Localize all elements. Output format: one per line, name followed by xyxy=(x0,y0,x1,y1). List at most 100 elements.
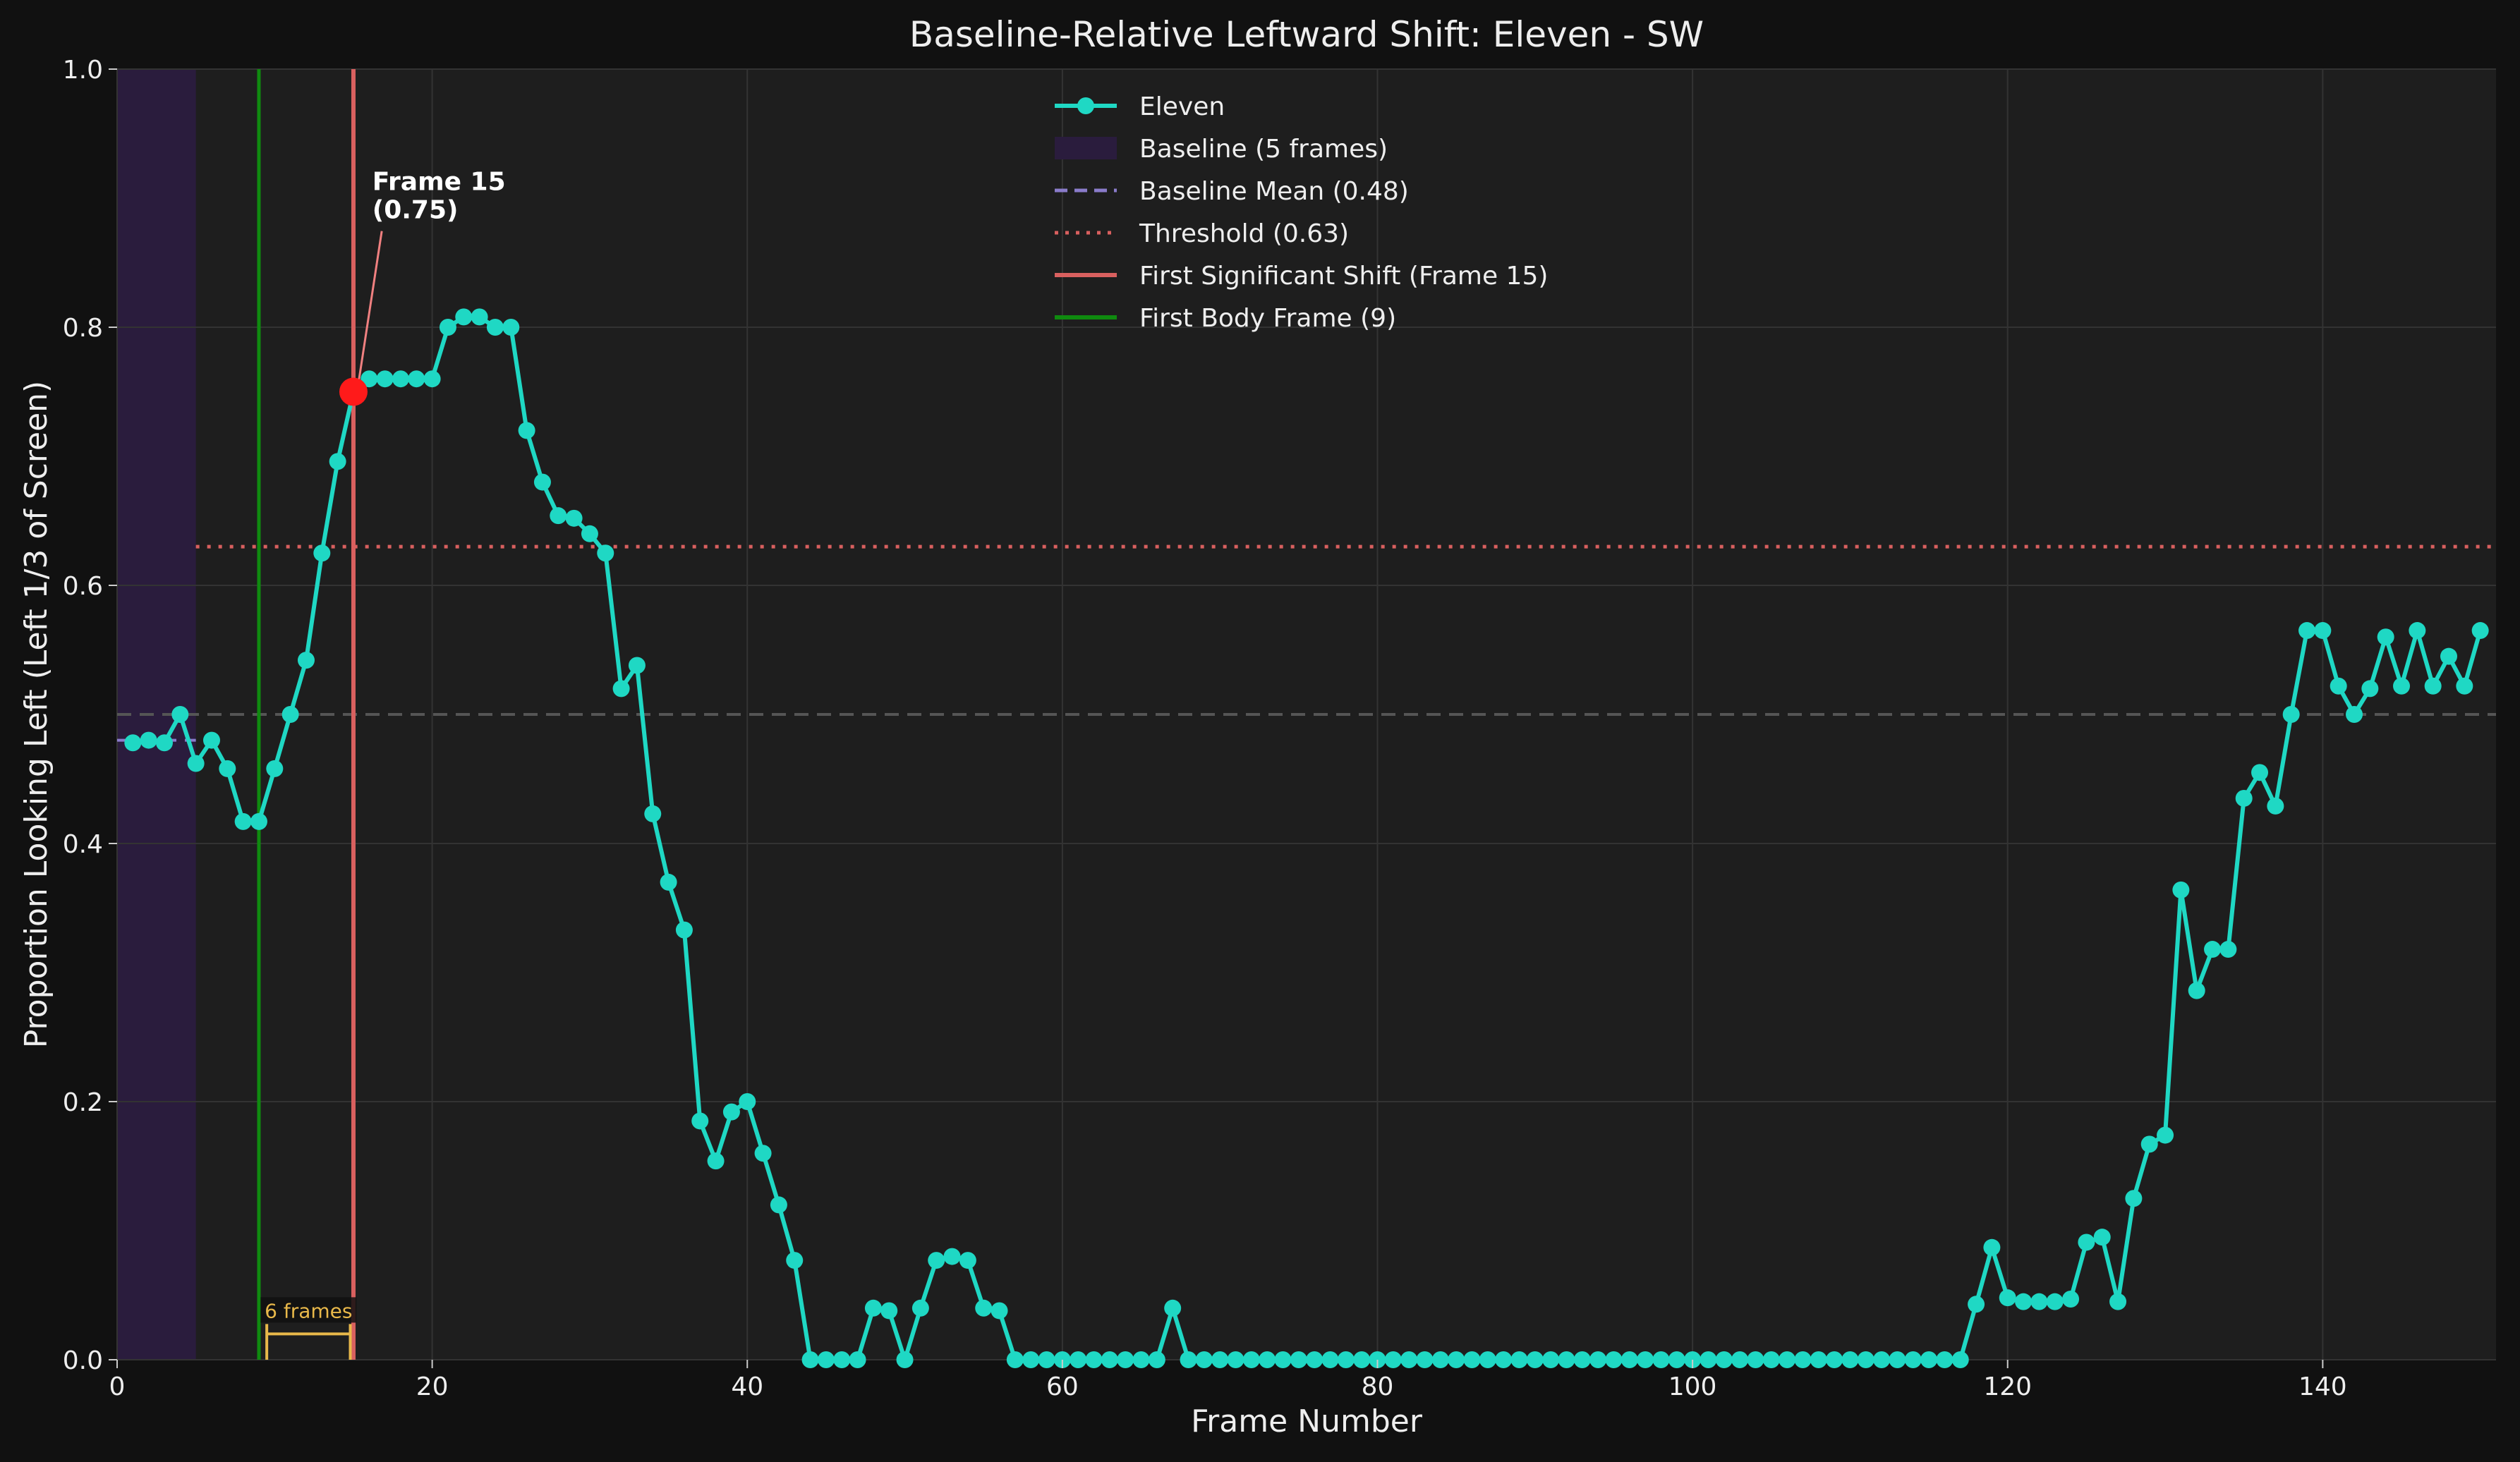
data-point xyxy=(155,734,173,752)
data-point xyxy=(533,473,551,491)
data-point xyxy=(1668,1351,1685,1368)
data-point xyxy=(1573,1351,1591,1368)
y-tick-label: 0.6 xyxy=(63,572,103,601)
data-point xyxy=(2062,1290,2080,1308)
data-point xyxy=(660,873,677,891)
data-point xyxy=(722,1103,740,1121)
data-point xyxy=(770,1196,787,1214)
legend: Eleven Baseline (5 frames) Baseline Mean (… xyxy=(1055,92,1548,333)
data-point xyxy=(2140,1135,2158,1153)
data-point xyxy=(140,731,157,749)
data-point xyxy=(1337,1351,1355,1368)
y-axis-label: Proportion Looking Left (Left 1/3 of Scr… xyxy=(18,381,54,1048)
data-point xyxy=(739,1093,756,1110)
data-point xyxy=(1070,1351,1087,1368)
data-point xyxy=(250,812,267,830)
data-point xyxy=(2361,680,2379,698)
data-point xyxy=(2471,622,2489,640)
data-point xyxy=(943,1248,961,1265)
x-tick-label: 40 xyxy=(731,1372,763,1401)
data-point xyxy=(1747,1351,1764,1368)
data-point xyxy=(2188,982,2205,999)
data-point xyxy=(2346,706,2363,723)
data-point xyxy=(392,370,409,388)
x-tick-label: 0 xyxy=(109,1372,126,1401)
data-point xyxy=(1242,1351,1260,1368)
data-point xyxy=(754,1145,772,1162)
data-point xyxy=(975,1299,993,1317)
data-point xyxy=(1889,1351,1906,1368)
series-layer xyxy=(124,308,2489,1368)
data-point xyxy=(959,1252,976,1269)
first-shift-marker xyxy=(339,377,368,406)
data-point xyxy=(1431,1351,1449,1368)
data-point xyxy=(234,812,252,830)
data-point xyxy=(1117,1351,1134,1368)
data-point xyxy=(455,308,473,326)
data-point xyxy=(817,1351,835,1368)
data-point xyxy=(1306,1351,1323,1368)
data-point xyxy=(1195,1351,1213,1368)
y-tick-label: 0.2 xyxy=(63,1088,103,1117)
data-point xyxy=(1904,1351,1922,1368)
data-point xyxy=(2219,941,2237,958)
x-tick-label: 100 xyxy=(1668,1372,1717,1401)
data-point xyxy=(2015,1293,2033,1310)
y-tick-label: 1.0 xyxy=(63,56,103,85)
data-point xyxy=(1479,1351,1496,1368)
data-point xyxy=(1873,1351,1891,1368)
data-point xyxy=(565,509,583,527)
data-point xyxy=(801,1351,819,1368)
chart-title: Baseline-Relative Leftward Shift: Eleven… xyxy=(909,14,1704,55)
data-point xyxy=(2409,622,2426,640)
data-point xyxy=(423,370,441,388)
data-point xyxy=(1968,1296,1985,1313)
y-tick-label: 0.8 xyxy=(63,314,103,343)
data-point xyxy=(1400,1351,1418,1368)
data-point xyxy=(1936,1351,1953,1368)
data-point xyxy=(2204,941,2222,958)
data-point xyxy=(597,544,614,562)
data-point xyxy=(502,319,520,336)
data-point xyxy=(880,1302,898,1320)
x-tick-label: 60 xyxy=(1046,1372,1079,1401)
legend-swatch-patch xyxy=(1055,137,1117,159)
data-point xyxy=(1605,1351,1623,1368)
data-point xyxy=(581,525,598,542)
legend-swatch-marker xyxy=(1077,97,1094,114)
data-point xyxy=(1085,1351,1103,1368)
data-point xyxy=(124,734,142,752)
data-point xyxy=(1558,1351,1575,1368)
data-point xyxy=(707,1152,725,1170)
data-point xyxy=(361,370,378,388)
x-tick-label: 120 xyxy=(1983,1372,2032,1401)
data-point xyxy=(2251,764,2269,781)
data-point xyxy=(1384,1351,1402,1368)
data-point xyxy=(644,805,662,822)
data-point xyxy=(376,370,394,388)
data-point xyxy=(1510,1351,1528,1368)
data-point xyxy=(1841,1351,1859,1368)
data-point xyxy=(1022,1351,1040,1368)
data-point xyxy=(1463,1351,1481,1368)
data-point xyxy=(1826,1351,1843,1368)
data-point xyxy=(1101,1351,1118,1368)
data-point xyxy=(2046,1293,2064,1310)
data-point xyxy=(2440,647,2458,665)
data-point xyxy=(2424,677,2442,695)
data-point xyxy=(518,422,535,439)
data-point xyxy=(1920,1351,1938,1368)
data-point xyxy=(2298,622,2316,640)
data-point xyxy=(1637,1351,1654,1368)
legend-label: First Body Frame (9) xyxy=(1139,304,1396,333)
data-point xyxy=(2078,1233,2095,1251)
data-point xyxy=(1999,1289,2016,1307)
x-tick-label: 20 xyxy=(416,1372,449,1401)
x-tick-label: 140 xyxy=(2298,1372,2347,1401)
data-point xyxy=(1715,1351,1733,1368)
data-point xyxy=(2157,1126,2174,1144)
legend-label: Baseline (5 frames) xyxy=(1139,135,1388,164)
data-point xyxy=(1132,1351,1150,1368)
data-point xyxy=(1006,1351,1024,1368)
data-point xyxy=(896,1351,914,1368)
